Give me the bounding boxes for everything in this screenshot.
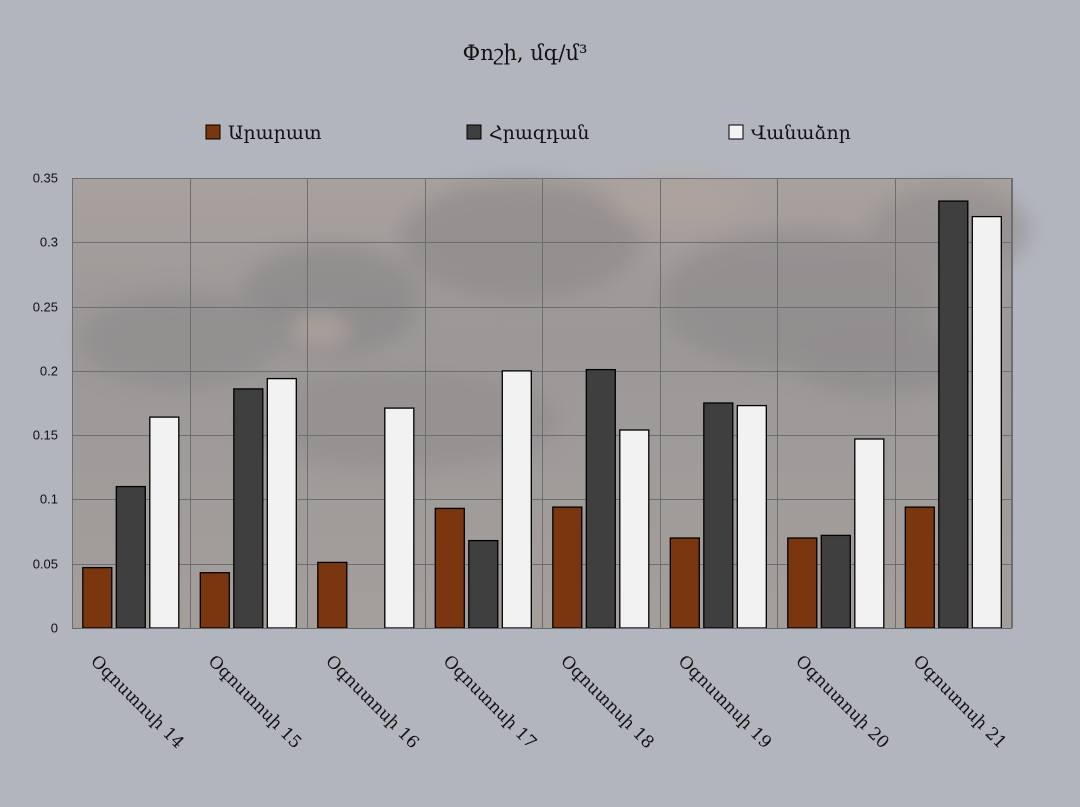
x-category-label: Օգոստոսի 20 [791, 651, 893, 753]
bar-2-5 [585, 368, 616, 629]
bars [82, 200, 1002, 629]
x-category-label: Օգոստոսի 15 [204, 651, 306, 753]
x-category-label: Օգոստոսի 16 [321, 651, 423, 753]
bar-1-1 [82, 566, 113, 629]
bar-3-4 [501, 370, 532, 629]
bar-3-1 [149, 416, 180, 629]
legend-label: Վանաձոր [751, 122, 851, 144]
x-category-label: Օգոստոսի 19 [674, 651, 776, 753]
bar-1-7 [787, 537, 818, 629]
legend-swatch [466, 124, 482, 140]
bar-2-1 [115, 485, 146, 629]
bar-3-3 [384, 407, 415, 629]
bar-1-5 [552, 506, 583, 629]
x-category-label: Օգոստոսի 17 [439, 651, 541, 753]
bar-3-7 [854, 438, 885, 629]
y-tick-label: 0.1 [40, 492, 58, 507]
bar-2-6 [703, 402, 734, 629]
legend-label: Արարատ [228, 122, 322, 144]
bar-3-6 [736, 404, 767, 629]
bar-1-8 [904, 506, 935, 629]
bar-2-2 [233, 388, 264, 629]
bar-1-3 [317, 561, 348, 629]
legend: Արարատ Հրազդան Վանաձոր [205, 122, 851, 144]
bar-2-4 [468, 539, 499, 629]
bar-1-2 [199, 572, 230, 629]
x-category-label: Օգոստոսի 18 [556, 651, 658, 753]
y-axis-ticks: 0 0.05 0.1 0.15 0.2 0.25 0.3 0.35 [33, 171, 58, 636]
legend-label: Հրազդան [489, 122, 589, 144]
y-tick-label: 0.05 [33, 557, 58, 572]
bar-3-8 [971, 215, 1002, 629]
x-axis-categories: Օգոստոսի 14 Օգոստոսի 15 Օգոստոսի 16 Օգոստոս… [86, 651, 1010, 753]
x-category-label: Օգոստոսի 21 [909, 651, 1011, 753]
y-tick-label: 0.35 [33, 171, 58, 186]
legend-swatch [728, 124, 744, 140]
bar-3-2 [266, 377, 297, 629]
y-tick-label: 0.2 [40, 364, 58, 379]
y-tick-label: 0 [51, 621, 58, 636]
y-tick-label: 0.15 [33, 428, 58, 443]
bar-1-4 [434, 507, 465, 629]
bar-1-6 [669, 537, 700, 629]
gridlines [72, 178, 1013, 629]
y-tick-label: 0.3 [40, 235, 58, 250]
legend-swatch [205, 124, 221, 140]
chart-title: Փոշի, մգ/մ³ [463, 41, 588, 65]
y-tick-label: 0.25 [33, 300, 58, 315]
bar-3-5 [619, 429, 650, 629]
bar-2-7 [820, 534, 851, 629]
x-category-label: Օգոստոսի 14 [86, 651, 188, 753]
bar-2-8 [938, 200, 969, 629]
plot-area [72, 175, 1030, 629]
